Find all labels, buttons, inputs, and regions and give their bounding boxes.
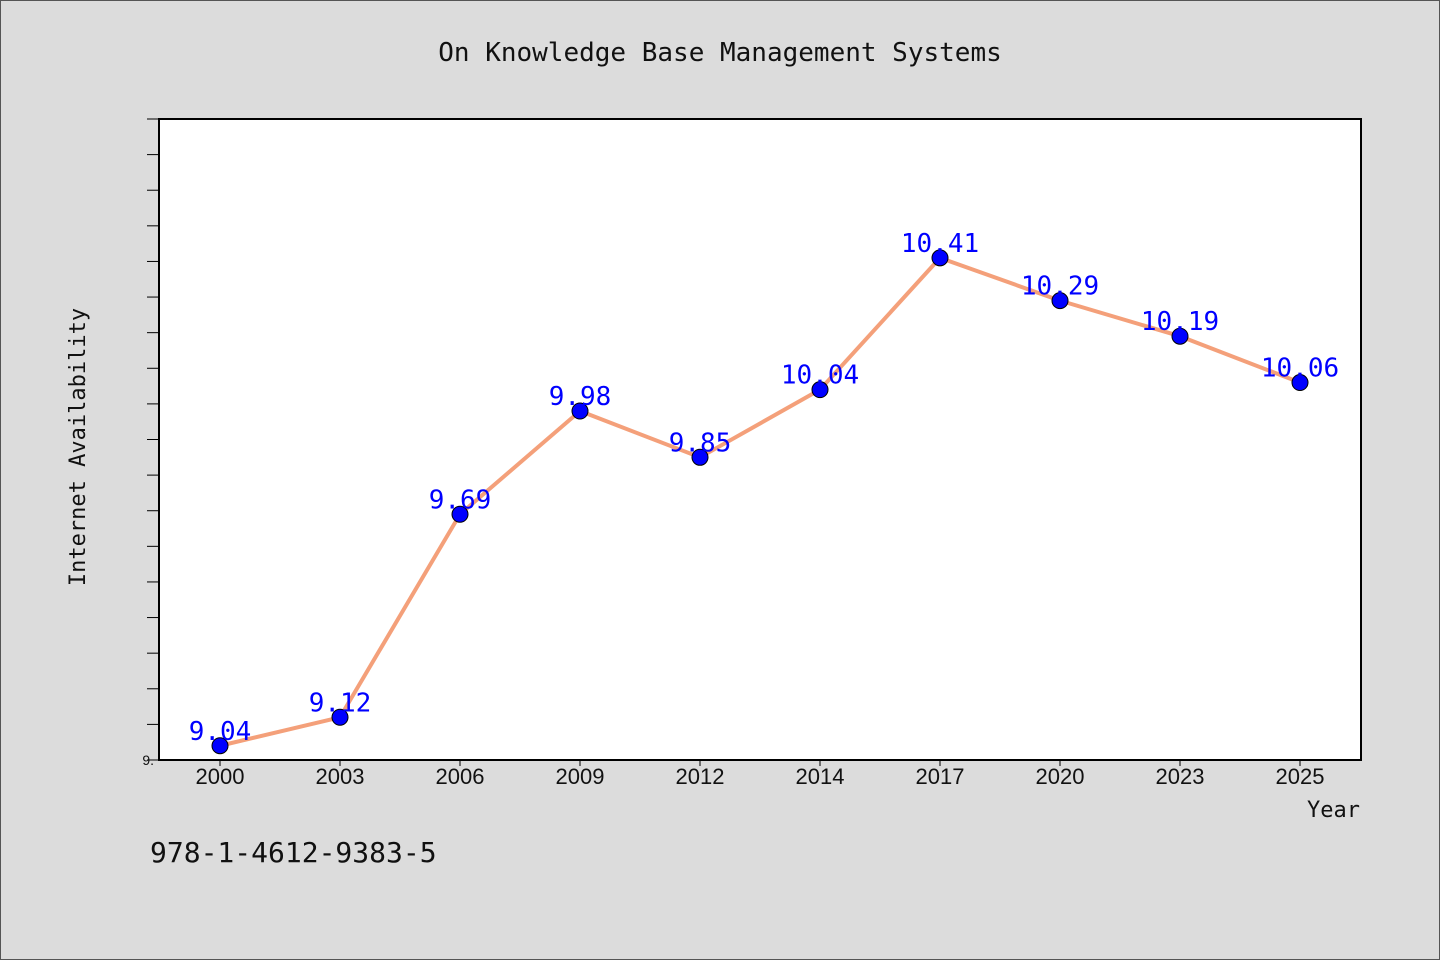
data-point — [451, 505, 469, 523]
data-point — [211, 737, 229, 755]
series-line — [219, 255, 1301, 748]
series-group: 9.04 9.12 9.69 9.98 9.85 10.04 10.41 10.29 10.19… — [189, 229, 1339, 755]
x-tick-label: 2000 — [196, 764, 245, 789]
x-tick-label: 2017 — [916, 764, 965, 789]
data-point — [1171, 327, 1189, 345]
x-axis-ticks: 2000 2003 2006 2009 2012 2014 2017 2020 2023 2025 — [196, 760, 1325, 789]
footer-text: 978-1-4612-9383-5 — [150, 836, 437, 869]
data-label: 9.69 — [429, 485, 492, 515]
data-label: 10.29 — [1021, 272, 1099, 302]
x-tick-label: 2009 — [556, 764, 605, 789]
x-tick-label: 2014 — [796, 764, 845, 789]
y-tick-label: 9. — [142, 752, 154, 768]
x-tick-label: 2020 — [1036, 764, 1085, 789]
x-tick-label: 2025 — [1276, 764, 1325, 789]
data-label: 10.41 — [901, 229, 979, 259]
data-point — [691, 448, 709, 466]
data-label: 10.06 — [1261, 354, 1339, 384]
chart-title: On Knowledge Base Management Systems — [438, 38, 1002, 68]
x-tick-label: 2006 — [436, 764, 485, 789]
data-point — [1291, 374, 1309, 392]
x-tick-label: 2003 — [316, 764, 365, 789]
data-label: 10.19 — [1141, 307, 1219, 337]
x-tick-label: 2023 — [1156, 764, 1205, 789]
data-point — [811, 381, 829, 399]
plot-area — [158, 118, 1362, 761]
data-label: 10.04 — [781, 361, 859, 391]
data-point — [931, 249, 949, 267]
data-label: 9.12 — [309, 688, 372, 718]
data-label: 9.04 — [189, 717, 252, 747]
data-label: 9.85 — [669, 428, 732, 458]
data-point — [1051, 292, 1069, 310]
data-point — [571, 402, 589, 420]
x-tick-label: 2012 — [676, 764, 725, 789]
data-label: 9.98 — [549, 382, 612, 412]
data-point — [331, 708, 349, 726]
y-axis-label: Internet Availability — [66, 308, 91, 586]
x-axis-label: Year — [1307, 798, 1360, 823]
y-axis-ticks — [147, 118, 159, 761]
